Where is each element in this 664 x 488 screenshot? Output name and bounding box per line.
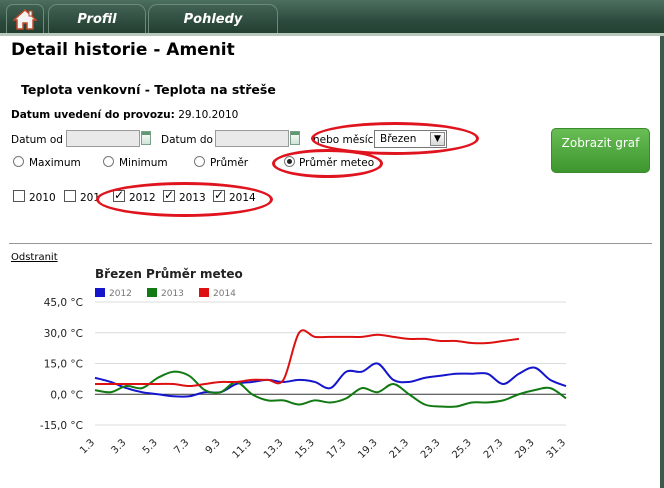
radio-prumer-label: Průměr (210, 157, 249, 169)
show-graph-button[interactable]: Zobrazit graf (551, 128, 650, 173)
checkbox-2014[interactable]: ✓ (213, 188, 225, 202)
series-line-2014 (95, 329, 520, 388)
chevron-down-icon[interactable]: ▼ (430, 132, 445, 146)
date-from-input[interactable] (66, 130, 140, 147)
radio-minimum[interactable] (103, 156, 114, 167)
x-tick-label: 19.3 (356, 437, 380, 461)
tab-pohledy[interactable]: Pohledy (148, 4, 278, 35)
checkbox-2014-label: 2014 (229, 192, 256, 204)
x-tick-label: 15.3 (293, 437, 317, 461)
x-tick-label: 3.3 (109, 437, 128, 456)
x-tick-label: 11.3 (231, 437, 255, 461)
x-tick-label: 17.3 (325, 437, 349, 461)
checkbox-2012[interactable]: ✓ (113, 188, 125, 202)
checkbox-2010-label: 2010 (29, 192, 56, 204)
x-tick-label: 31.3 (545, 437, 569, 461)
page-title: Detail historie - Amenit (11, 40, 235, 60)
commissioning-date: Datum uvedení do provozu: 29.10.2010 (11, 109, 238, 121)
home-tab[interactable] (6, 4, 44, 35)
x-tick-label: 1.3 (78, 437, 97, 456)
radio-prumer-meteo[interactable] (284, 156, 295, 167)
chart-series (94, 329, 567, 408)
y-tick-label: 30,0 °C (44, 328, 83, 340)
date-to-input[interactable] (215, 130, 289, 147)
legend-label-2013: 2013 (161, 289, 184, 299)
series-line-2013 (94, 370, 567, 408)
checkbox-2011-label: 201 (80, 192, 101, 204)
x-tick-label: 7.3 (172, 437, 191, 456)
y-axis-ticks: 45,0 °C 30,0 °C 15,0 °C 0,0 °C -15,0 °C (40, 297, 83, 432)
frame-border (660, 36, 664, 488)
commissioning-date-label: Datum uvedení do provozu: (11, 109, 175, 121)
commissioning-date-value: 29.10.2010 (178, 109, 239, 121)
date-to-label: Datum do (161, 134, 213, 146)
legend-label-2012: 2012 (109, 289, 132, 299)
chart-grid (95, 301, 566, 426)
radio-maximum[interactable] (13, 156, 24, 167)
legend-swatch-2013 (147, 288, 157, 297)
checkbox-2013-label: 2013 (179, 192, 206, 204)
calendar-icon[interactable] (141, 131, 151, 145)
radio-prumer[interactable] (194, 156, 205, 167)
month-select-value: Březen (380, 133, 417, 145)
y-tick-label: -15,0 °C (40, 420, 83, 432)
legend-swatch-2014 (199, 288, 209, 297)
series-line-2012 (94, 362, 567, 398)
radio-minimum-label: Minimum (119, 157, 168, 169)
radio-maximum-label: Maximum (29, 157, 81, 169)
checkbox-2013[interactable]: ✓ (163, 188, 175, 202)
y-tick-label: 0,0 °C (50, 389, 83, 401)
y-tick-label: 15,0 °C (44, 359, 83, 371)
calendar-icon[interactable] (290, 131, 300, 145)
chart-title: Březen Průměr meteo (95, 267, 243, 281)
y-tick-label: 45,0 °C (44, 297, 83, 309)
chart-legend: 2012 2013 2014 (95, 288, 236, 299)
nav-underline (0, 33, 664, 36)
x-tick-label: 5.3 (141, 437, 160, 456)
home-icon (13, 8, 37, 30)
month-select[interactable]: Březen ▼ (374, 130, 447, 148)
x-tick-label: 25.3 (450, 437, 474, 461)
x-tick-label: 27.3 (482, 437, 506, 461)
legend-swatch-2012 (95, 288, 105, 297)
x-tick-label: 13.3 (262, 437, 286, 461)
sensor-title: Teplota venkovní - Teplota na střeše (21, 82, 276, 97)
top-navigation-bar: Profil Pohledy (0, 0, 664, 36)
checkbox-2012-label: 2012 (129, 192, 156, 204)
tab-profil[interactable]: Profil (48, 4, 146, 35)
x-tick-label: 9.3 (204, 437, 223, 456)
radio-prumer-meteo-label: Průměr meteo (299, 157, 375, 169)
checkbox-2010[interactable] (13, 190, 25, 202)
line-chart: Březen Průměr meteo 2012 2013 2014 45,0 °C… (40, 267, 568, 461)
legend-label-2014: 2014 (213, 289, 236, 299)
month-label: nebo měsíc (313, 134, 374, 146)
divider (9, 243, 652, 244)
x-tick-label: 23.3 (419, 437, 443, 461)
checkbox-2011[interactable] (64, 190, 76, 202)
date-from-label: Datum od (11, 134, 63, 146)
remove-link[interactable]: Odstranit (11, 252, 58, 263)
x-tick-label: 21.3 (388, 437, 412, 461)
x-axis-ticks: 1.3 3.3 5.3 7.3 9.3 11.3 13.3 15.3 17.3 19.3 21.3 2… (78, 437, 568, 461)
x-tick-label: 29.3 (513, 437, 537, 461)
